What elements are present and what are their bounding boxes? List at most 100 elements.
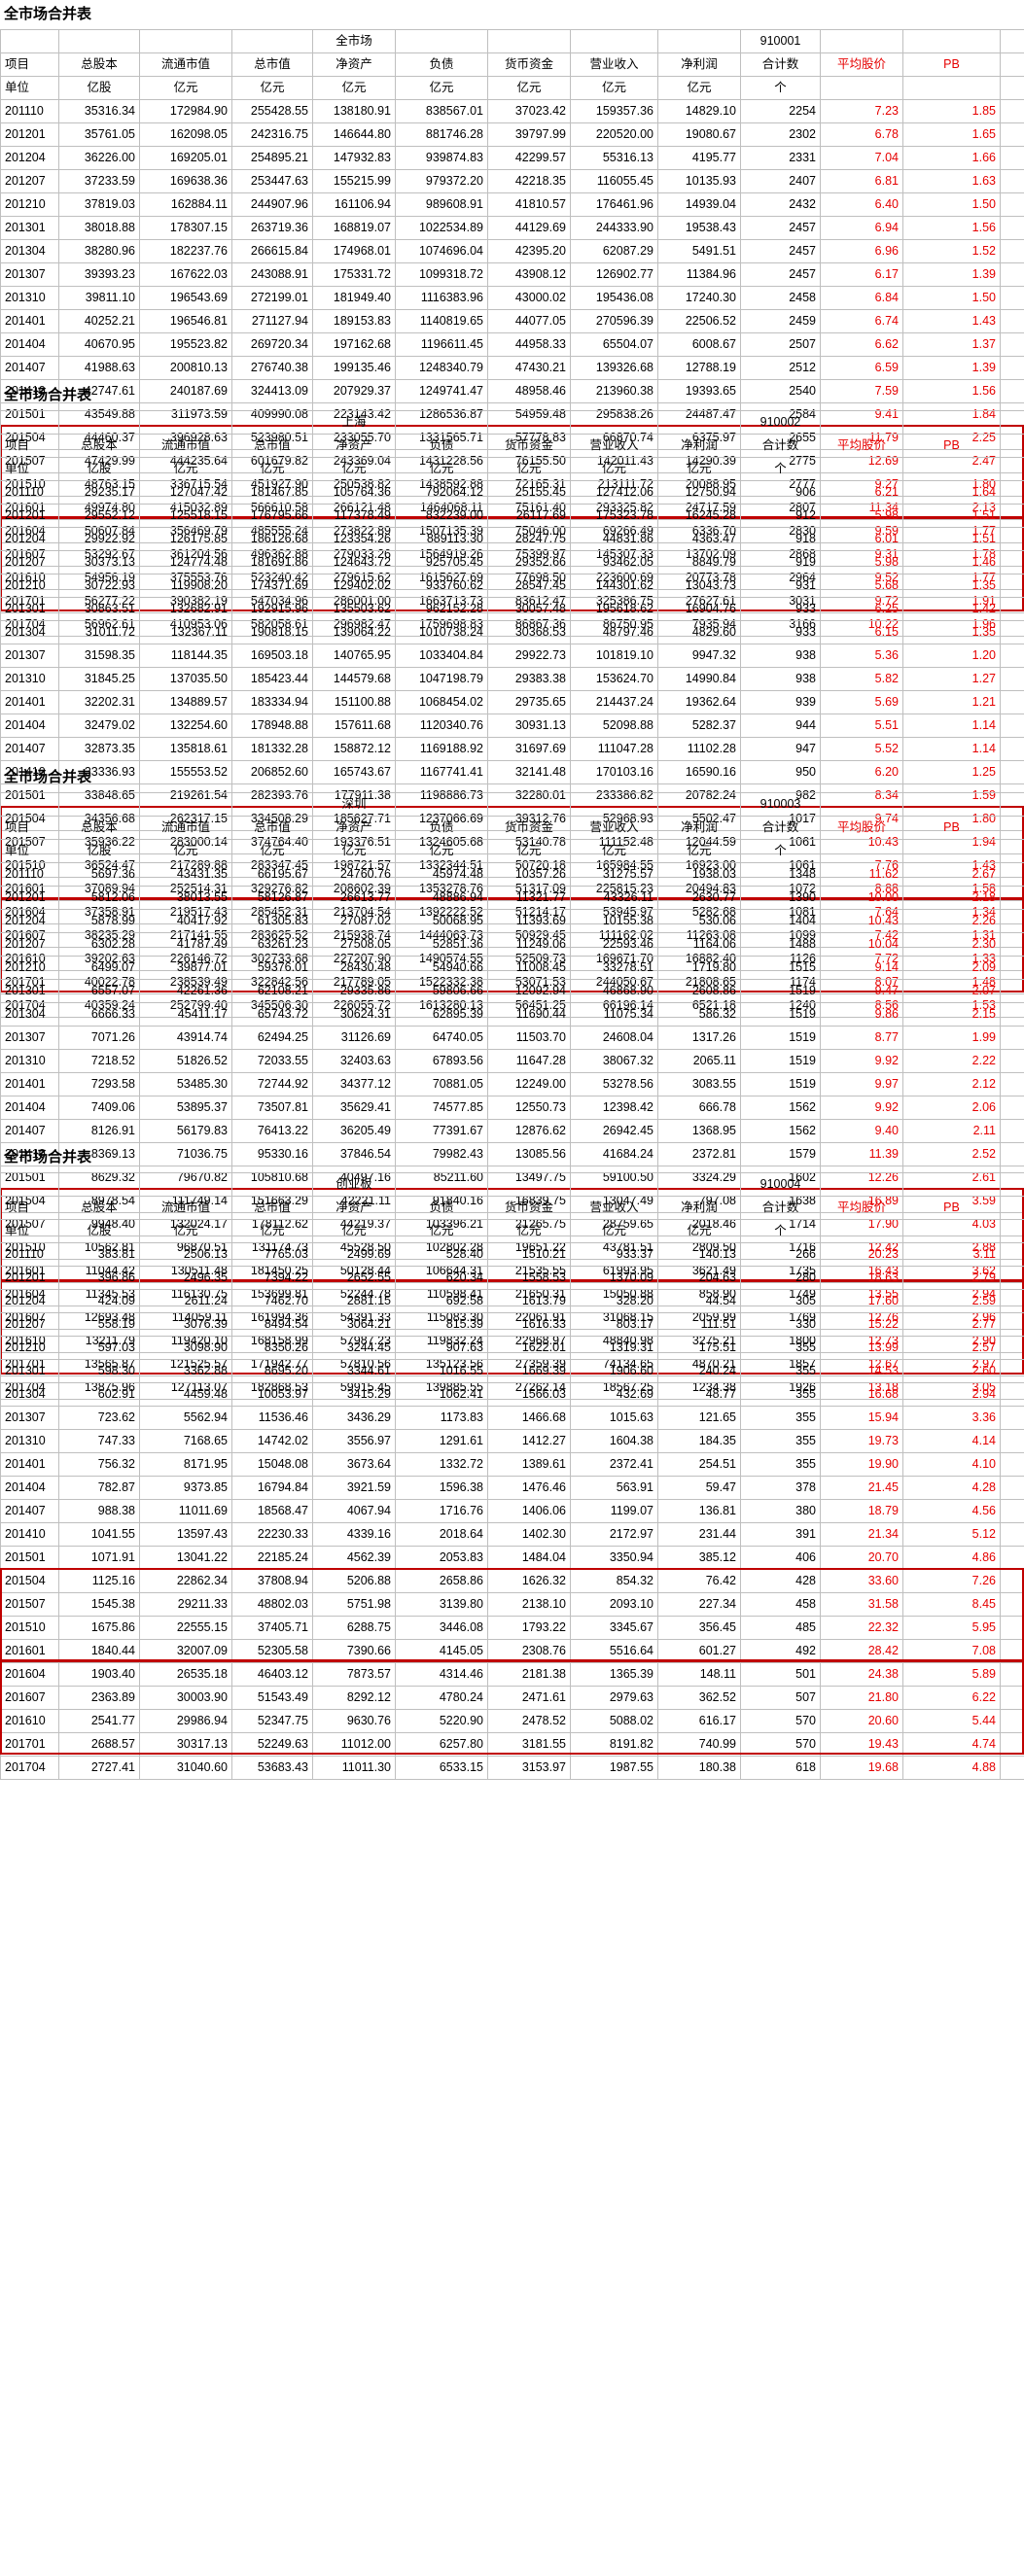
value-cell: 6.81 [820,169,903,193]
value-cell: 73507.81 [231,1096,313,1120]
value-cell: 1.27 [902,667,1001,691]
value-cell: 1.51 [902,527,1001,551]
value-cell: 10.04 [820,932,903,957]
value-cell: 1164.06 [657,932,741,957]
value-cell: 7.83 [1000,862,1024,887]
column-header: 合计数 [740,816,821,840]
value-cell: 1613.79 [487,1289,571,1313]
value-cell: 22506.52 [657,309,741,333]
value-cell: 1616.33 [487,1312,571,1337]
value-cell: 243088.91 [231,262,313,287]
value-cell: 30931.13 [487,714,571,738]
value-cell: 4.35 [1000,1686,1024,1710]
column-header: 净利润 [657,816,741,840]
table-row: 201210 30722.93 119908.20 174371.69 129402.0… [0,574,1024,598]
column-header: 平均股价 [820,816,903,840]
value-cell: 1.42 [902,597,1001,621]
column-header: ROE [1000,816,1024,840]
value-cell: 48.77 [657,1382,741,1407]
value-cell: 181467.85 [231,480,313,505]
table-row: 201304 38280.96 182237.76 266615.84 174968.0… [0,239,1024,263]
unit-cell: 亿元 [139,76,232,100]
value-cell: 52347.75 [231,1709,313,1733]
unit-cell: 亿元 [487,76,571,100]
unit-cell: 亿元 [570,457,658,481]
value-cell: 36205.49 [312,1119,396,1143]
value-cell: 11011.69 [139,1499,232,1523]
value-cell: 1519 [740,1072,821,1097]
value-cell: 12398.42 [570,1096,658,1120]
section-title: 全市场合并表 [4,6,92,22]
value-cell: 19538.43 [657,216,741,240]
value-cell: 44831.86 [570,527,658,551]
value-cell: 14829.10 [657,99,741,123]
value-cell: 1488 [740,932,821,957]
value-cell: 176461.96 [570,192,658,217]
value-cell: 2.79 [902,1266,1001,1290]
value-cell: 1125.16 [58,1569,140,1593]
value-cell: 13.01 [1000,122,1024,147]
value-cell: 12750.94 [657,480,741,505]
value-cell: 2507 [740,332,821,357]
value-cell: 6.74 [820,309,903,333]
value-cell: 64740.05 [395,1026,488,1050]
value-cell: 6.99 [1000,737,1024,761]
header-cell [58,792,140,817]
value-cell: 1099318.72 [395,262,488,287]
value-cell: 5812.06 [58,886,140,910]
value-cell: 4.27 [1000,932,1024,957]
value-cell: 1291.61 [395,1429,488,1453]
value-cell: 3.05 [1000,332,1024,357]
table-row: 201201 396.86 2496.35 7394.22 2652.55 620.34 1… [0,1266,1024,1290]
value-cell: 28247.75 [487,527,571,551]
table-row: 201307 39393.23 167622.03 243088.91 175331.7… [0,262,1024,287]
value-cell: 385.12 [657,1546,741,1570]
value-cell: 1515 [740,956,821,980]
value-cell: 178307.15 [139,216,232,240]
value-cell: 105764.36 [312,480,396,505]
value-cell: 3.35 [1000,714,1024,738]
market-name: 全市场 [312,29,396,53]
period-cell: 201310 [0,1429,59,1453]
column-header: 合计数 [740,434,821,458]
value-cell: 396.86 [58,1266,140,1290]
value-cell: 175331.72 [312,262,396,287]
period-cell: 201304 [0,1002,59,1027]
header-cell [657,792,741,817]
value-cell: 7.04 [820,146,903,170]
value-cell: 180.38 [657,1756,741,1780]
value-cell: 14742.02 [231,1429,313,1453]
value-cell: 3921.59 [312,1476,396,1500]
header-cell [58,29,140,53]
column-header: 净资产 [312,52,396,77]
value-cell: 2499.69 [312,1242,396,1267]
value-cell: 41684.24 [570,1142,658,1166]
value-cell: 5.36 [820,644,903,668]
value-cell: 29986.94 [139,1709,232,1733]
period-cell: 201507 [0,1592,59,1617]
value-cell: 1402.30 [487,1522,571,1547]
unit-cell: 亿股 [58,457,140,481]
value-cell: 4363.47 [657,527,741,551]
value-cell: 1173.83 [395,1406,488,1430]
value-cell: 29552.12 [58,504,140,528]
value-cell: 2172.97 [570,1522,658,1547]
value-cell: 424.09 [58,1289,140,1313]
value-cell: 254.51 [657,1452,741,1477]
value-cell: 4.88 [902,1756,1001,1780]
value-cell: 139064.22 [312,620,396,644]
value-cell: 1368.95 [657,1119,741,1143]
value-cell: 19.73 [820,1429,903,1453]
header-cell [902,792,1001,817]
value-cell: 240187.69 [139,379,232,403]
value-cell: 53683.43 [231,1756,313,1780]
value-cell: 11647.28 [487,1049,571,1073]
value-cell: 2093.10 [570,1592,658,1617]
section-title: 全市场合并表 [4,1149,92,1166]
value-cell: 740.99 [657,1732,741,1757]
value-cell: 165743.67 [312,760,396,784]
value-cell: 1562 [740,1096,821,1120]
unit-cell: 亿元 [657,457,741,481]
value-cell: 30057.48 [487,597,571,621]
value-cell: 74577.85 [395,1096,488,1120]
